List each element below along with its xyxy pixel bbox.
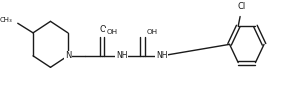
Text: Cl: Cl: [238, 2, 246, 11]
Text: CH₃: CH₃: [0, 17, 12, 23]
Text: NH: NH: [156, 51, 168, 60]
Text: NH: NH: [116, 51, 127, 60]
Text: O: O: [99, 26, 106, 34]
Text: OH: OH: [146, 29, 158, 35]
Text: N: N: [65, 51, 71, 60]
Text: NH: NH: [156, 51, 168, 60]
Text: OH: OH: [106, 29, 117, 35]
